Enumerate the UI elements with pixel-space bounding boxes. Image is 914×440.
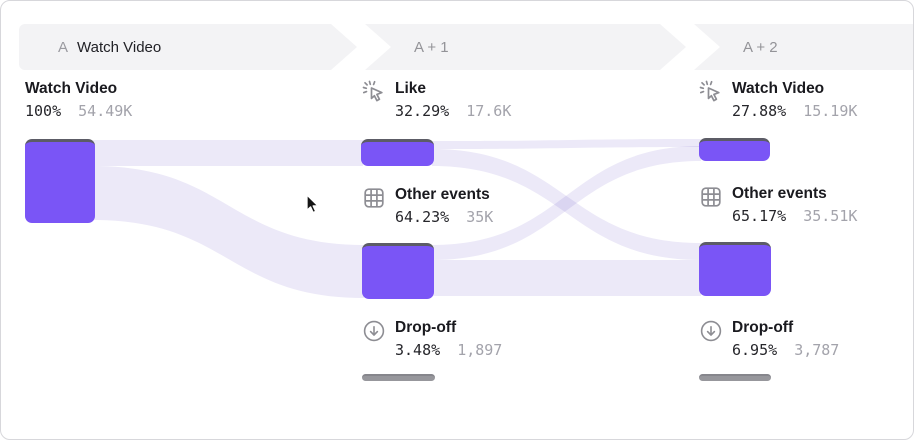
click-event-icon xyxy=(362,80,386,104)
sankey-node-a2-watch-video[interactable] xyxy=(699,138,770,161)
event-metrics: 65.17% 35.51K xyxy=(732,206,857,226)
conversion-percent: 65.17% xyxy=(732,207,787,225)
event-metrics: 100% 54.49K xyxy=(25,101,132,121)
event-title: Drop-off xyxy=(732,319,794,336)
node-label-a-watch-video: Watch Video 100% 54.49K xyxy=(25,78,132,121)
click-event-icon xyxy=(699,80,723,104)
conversion-percent: 64.23% xyxy=(395,208,450,226)
step-chevron-a-plus-2[interactable]: A + 2 xyxy=(694,24,913,70)
node-label-a1-drop-off: Drop-off 3.48% 1,897 xyxy=(362,317,502,360)
event-title: Other events xyxy=(732,185,827,202)
drop-off-arrow-icon xyxy=(362,319,386,343)
sankey-node-a2-other-events[interactable] xyxy=(699,242,771,296)
event-title: Other events xyxy=(395,186,490,203)
user-count: 1,897 xyxy=(457,341,503,359)
event-metrics: 3.48% 1,897 xyxy=(395,340,502,360)
event-title: Watch Video xyxy=(732,80,825,97)
event-metrics: 27.88% 15.19K xyxy=(732,101,857,121)
node-label-a1-like: Like 32.29% 17.6K xyxy=(362,78,511,121)
step-chevron-a[interactable]: A Watch Video xyxy=(19,24,357,70)
step-label: A + 1 xyxy=(414,38,449,56)
flow-like-to-watch-video[interactable] xyxy=(432,139,701,149)
step-header: A Watch Video A + 1 A + 2 xyxy=(19,24,913,70)
conversion-percent: 32.29% xyxy=(395,102,450,120)
user-count: 54.49K xyxy=(78,102,133,120)
user-count: 35K xyxy=(466,208,494,226)
step-label: A + 2 xyxy=(743,38,778,56)
event-metrics: 32.29% 17.6K xyxy=(395,101,511,121)
grid-events-icon xyxy=(362,186,386,210)
event-title: Like xyxy=(395,80,427,97)
node-label-a2-drop-off: Drop-off 6.95% 3,787 xyxy=(699,317,839,360)
conversion-percent: 3.48% xyxy=(395,341,441,359)
conversion-percent: 100% xyxy=(25,102,62,120)
sankey-node-a-watch-video[interactable] xyxy=(25,139,95,223)
conversion-percent: 6.95% xyxy=(732,341,778,359)
flow-other-events-to-watch-video[interactable] xyxy=(432,146,701,260)
event-title: Watch Video xyxy=(25,80,118,97)
event-metrics: 64.23% 35K xyxy=(395,207,493,227)
event-metrics: 6.95% 3,787 xyxy=(732,340,839,360)
node-label-a2-other-events: Other events 65.17% 35.51K xyxy=(699,183,857,226)
node-label-a2-watch-video: Watch Video 27.88% 15.19K xyxy=(699,78,857,121)
conversion-percent: 27.88% xyxy=(732,102,787,120)
user-count: 35.51K xyxy=(803,207,858,225)
node-label-a1-other-events: Other events 64.23% 35K xyxy=(362,184,493,227)
step-chevron-a-plus-1[interactable]: A + 1 xyxy=(365,24,686,70)
flow-watch-video-to-other-events[interactable] xyxy=(93,166,364,298)
event-title: Drop-off xyxy=(395,319,457,336)
step-letter: A xyxy=(58,38,69,56)
grid-events-icon xyxy=(699,185,723,209)
user-count: 17.6K xyxy=(466,102,512,120)
user-count: 3,787 xyxy=(794,341,840,359)
sankey-node-a1-other-events[interactable] xyxy=(362,243,434,299)
dropoff-bar-a1[interactable] xyxy=(362,374,435,381)
flow-other-events-to-other-events[interactable] xyxy=(432,260,701,296)
flow-watch-video-to-like[interactable] xyxy=(93,140,363,166)
sankey-node-a1-like[interactable] xyxy=(361,139,434,166)
step-label: Watch Video xyxy=(77,38,162,56)
user-count: 15.19K xyxy=(803,102,858,120)
drop-off-arrow-icon xyxy=(699,319,723,343)
dropoff-bar-a2[interactable] xyxy=(699,374,771,381)
